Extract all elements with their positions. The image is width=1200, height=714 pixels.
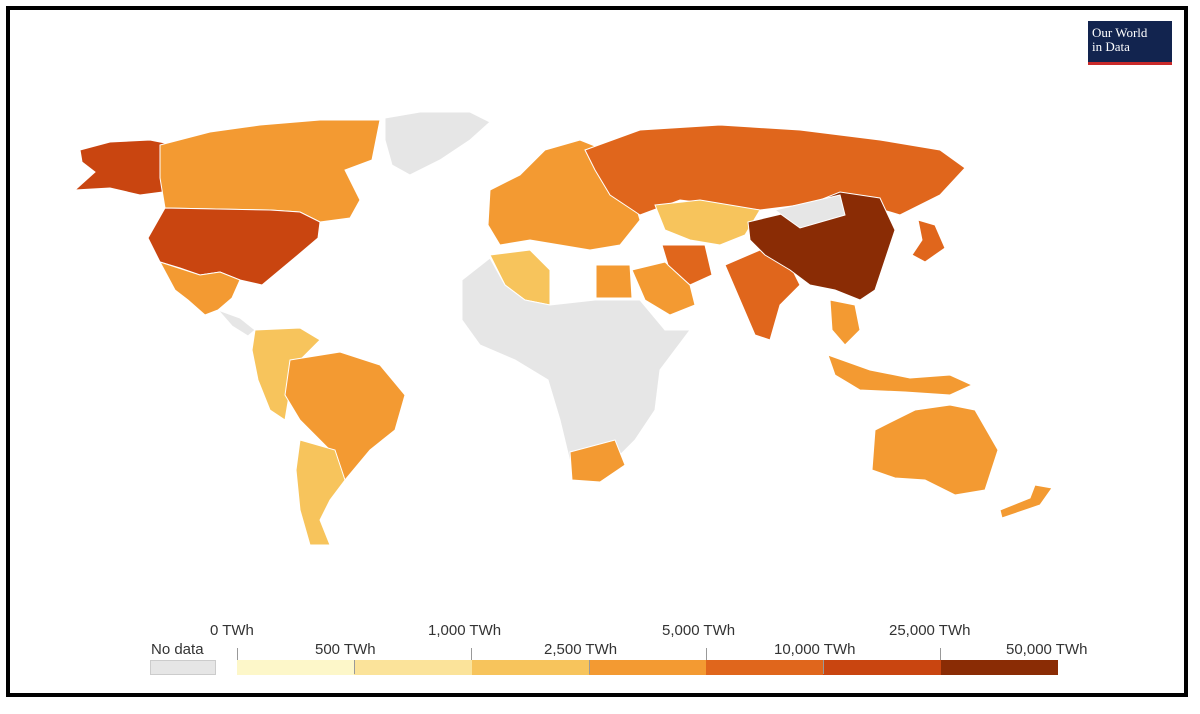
region-iran[interactable]: Iran	[661, 244, 713, 286]
legend-bin	[823, 660, 941, 675]
legend-bin	[237, 660, 355, 675]
legend-tick-label: 0 TWh	[210, 622, 254, 639]
region-egypt[interactable]: Egypt	[595, 264, 633, 299]
region-brazil[interactable]: Brazil	[284, 351, 406, 481]
region-argentina[interactable]: Argentina	[295, 439, 346, 546]
region-south-africa[interactable]: South Africa	[569, 439, 626, 483]
region-canada[interactable]: Canada	[159, 119, 381, 223]
region-alaska[interactable]: Alaska / USA	[73, 139, 179, 196]
legend-bin	[471, 660, 589, 675]
legend-tick-label: 500 TWh	[315, 641, 376, 658]
legend-no-data-label: No data	[151, 641, 204, 658]
owid-logo[interactable]: Our World in Data	[1088, 21, 1172, 65]
legend-bin	[354, 660, 472, 675]
region-australia[interactable]: Australia	[871, 404, 999, 496]
legend-tick	[237, 648, 238, 660]
legend-tick-label: 2,500 TWh	[544, 641, 618, 658]
region-mexico[interactable]: Mexico	[158, 261, 241, 316]
legend-bin	[706, 660, 824, 675]
region-russia[interactable]: Russia	[584, 124, 966, 216]
legend-tick-label: 50,000 TWh	[1006, 641, 1088, 658]
legend-tick	[940, 648, 941, 660]
legend-tick	[706, 648, 707, 660]
region-japan[interactable]: Japan	[911, 219, 946, 263]
region-mongolia[interactable]: Africa (most)	[773, 194, 846, 229]
legend-tick-label: 5,000 TWh	[662, 622, 736, 639]
legend-tick-label: 25,000 TWh	[889, 622, 971, 639]
legend-no-data-swatch	[150, 660, 216, 675]
region-andes[interactable]: Kazakhstan	[251, 327, 321, 421]
region-new-zealand[interactable]: Australia	[999, 484, 1053, 519]
region-central-asia[interactable]: Kazakhstan	[654, 199, 761, 246]
owid-logo-line1: Our World	[1092, 25, 1148, 40]
legend-bin	[940, 660, 1058, 675]
legend-color-scale	[237, 660, 1058, 675]
legend-tick	[354, 660, 355, 674]
legend-tick	[471, 648, 472, 660]
region-indonesia[interactable]: Indonesia	[827, 354, 974, 396]
region-central-america[interactable]: Africa (most)	[217, 309, 256, 337]
legend-tick	[589, 660, 590, 674]
legend-bin	[588, 660, 707, 675]
region-china[interactable]: China	[747, 191, 896, 301]
legend-tick-label: 1,000 TWh	[428, 622, 502, 639]
region-greenland[interactable]: Greenland	[384, 111, 491, 176]
region-southeast-asia[interactable]: Indonesia	[829, 299, 861, 346]
region-africa[interactable]: Africa (most)	[461, 257, 691, 471]
owid-logo-line2: in Data	[1092, 39, 1130, 54]
legend-tick-label: 10,000 TWh	[774, 641, 856, 658]
legend-tick	[823, 660, 824, 674]
